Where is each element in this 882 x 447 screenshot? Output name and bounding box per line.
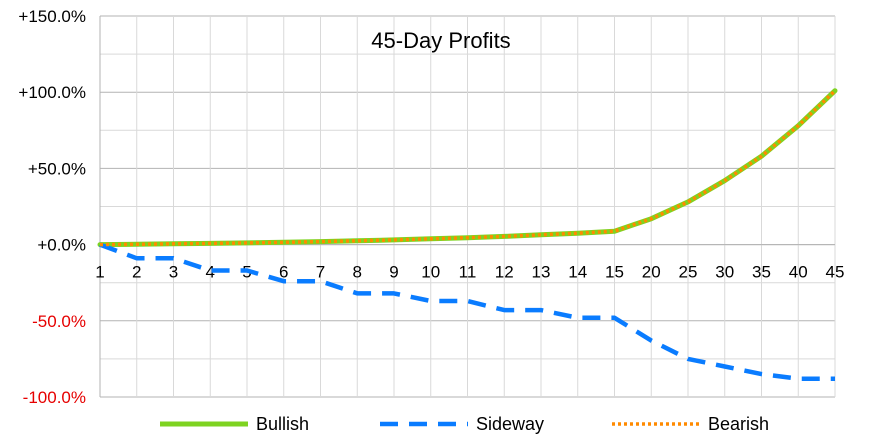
x-tick-label: 14 (568, 263, 587, 282)
x-tick-label: 30 (715, 263, 734, 282)
x-tick-label: 6 (279, 263, 288, 282)
y-tick-label: +0.0% (37, 236, 86, 255)
x-tick-label: 8 (353, 263, 362, 282)
x-tick-label: 25 (679, 263, 698, 282)
x-tick-label: 13 (532, 263, 551, 282)
x-tick-label: 11 (459, 263, 477, 282)
x-tick-label: 2 (132, 263, 141, 282)
x-tick-label: 20 (642, 263, 661, 282)
x-tick-label: 15 (605, 263, 624, 282)
x-tick-label: 45 (826, 263, 845, 282)
x-tick-label: 12 (495, 263, 514, 282)
series-lines (97, 88, 838, 381)
x-tick-label: 1 (95, 263, 104, 282)
y-tick-label: +50.0% (28, 159, 86, 178)
y-tick-label: -100.0% (23, 388, 86, 407)
x-tick-label: 4 (206, 263, 215, 282)
x-tick-label: 40 (789, 263, 808, 282)
y-tick-label: +150.0% (18, 7, 86, 26)
x-tick-label: 3 (169, 263, 178, 282)
x-tick-label: 7 (316, 263, 325, 282)
legend-label-bullish: Bullish (256, 414, 309, 434)
series-line-bearish (99, 89, 837, 247)
y-tick-label: -50.0% (32, 312, 86, 331)
chart-title: 45-Day Profits (371, 28, 510, 53)
y-axis-tick-labels: +150.0% +100.0% +50.0% +0.0% -50.0% -100.0% (18, 7, 86, 407)
grid (99, 15, 836, 398)
y-tick-label: +100.0% (18, 83, 86, 102)
legend-label-bearish: Bearish (708, 414, 769, 434)
x-tick-label: 9 (389, 263, 398, 282)
legend: Bullish Sideway Bearish (160, 414, 769, 434)
legend-label-sideway: Sideway (476, 414, 544, 434)
series-line-sideway (99, 242, 835, 381)
x-axis-tick-labels: 1 2 3 4 5 6 7 8 9 10 11 12 13 14 15 20 25 30 35 40 45 (95, 263, 844, 282)
x-tick-label: 35 (752, 263, 771, 282)
x-tick-label: 10 (421, 263, 440, 282)
